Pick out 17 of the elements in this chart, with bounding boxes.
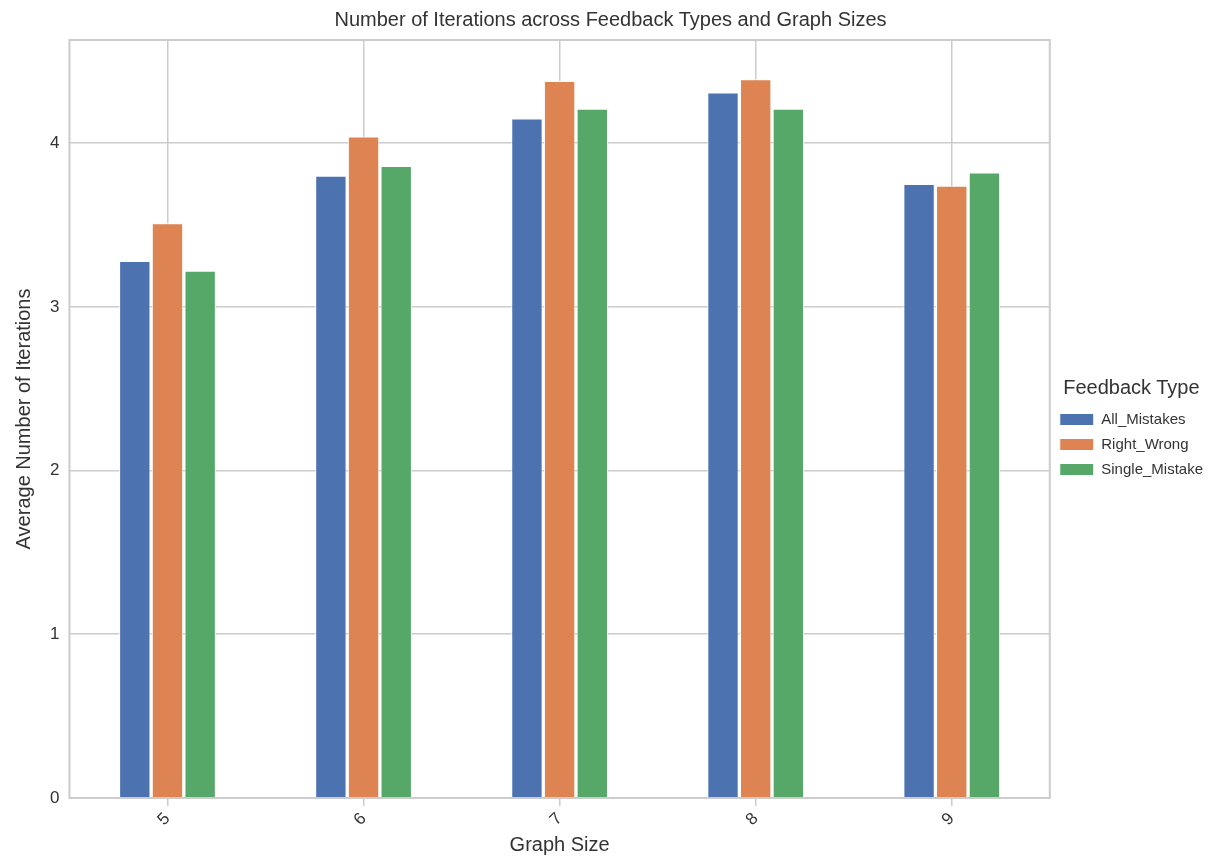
legend-label: Right_Wrong: [1101, 434, 1189, 452]
x-tick-label: 8: [741, 808, 762, 829]
x-tick-label: 6: [349, 808, 370, 829]
x-tick-label: 7: [545, 808, 566, 829]
legend-title: Feedback Type: [1063, 375, 1200, 398]
y-tick-label: 0: [49, 787, 60, 807]
chart-title: Number of Iterations across Feedback Types and Graph Sizes: [334, 7, 887, 30]
y-axis-title: Average Number of Iterations: [11, 288, 34, 550]
legend-label: All_Mistakes: [1101, 409, 1186, 427]
x-tick-label: 5: [153, 808, 174, 829]
x-axis-title: Graph Size: [509, 832, 610, 855]
y-tick-label: 2: [49, 460, 60, 480]
y-tick-label: 1: [49, 623, 60, 643]
x-tick-label: 9: [937, 808, 958, 829]
y-tick-label: 4: [49, 132, 60, 152]
y-tick-label: 3: [49, 296, 60, 316]
legend-label: Single_Mistake: [1101, 459, 1203, 477]
